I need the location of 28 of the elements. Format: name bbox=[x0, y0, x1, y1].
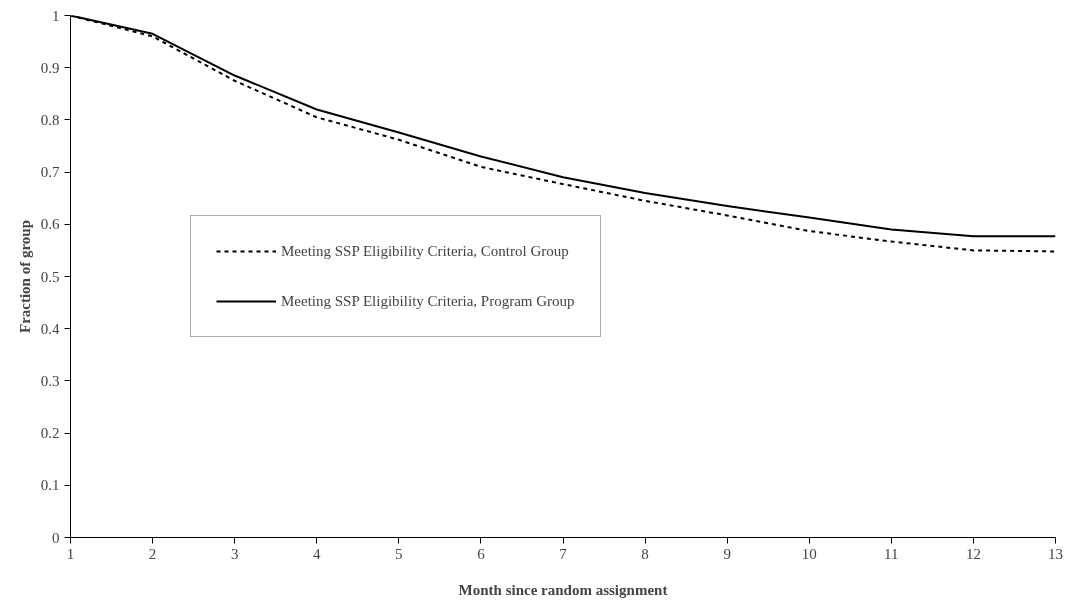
x-tick-label: 12 bbox=[965, 545, 981, 562]
y-tick-label: 0.6 bbox=[40, 216, 60, 233]
y-tick-label: 0.5 bbox=[40, 268, 60, 285]
x-tick-label: 6 bbox=[477, 545, 486, 562]
x-tick-label: 10 bbox=[801, 545, 817, 562]
x-tick-label: 4 bbox=[313, 545, 321, 562]
x-tick-label: 9 bbox=[723, 545, 731, 562]
y-tick-label: 1 bbox=[52, 7, 60, 24]
legend-label: Meeting SSP Eligibility Criteria, Control Group bbox=[281, 242, 569, 260]
legend-label: Meeting SSP Eligibility Criteria, Program Group bbox=[281, 292, 575, 310]
y-tick-label: 0.8 bbox=[40, 111, 60, 128]
x-tick-label: 1 bbox=[66, 545, 75, 562]
y-tick-label: 0 bbox=[52, 529, 60, 546]
y-tick-label: 0.2 bbox=[40, 425, 60, 442]
x-tick-label: 5 bbox=[395, 545, 403, 562]
y-tick-label: 0.4 bbox=[40, 320, 60, 337]
y-axis-title: Fraction of group bbox=[16, 219, 33, 334]
y-tick-label: 0.3 bbox=[40, 372, 60, 389]
y-tick-label: 0.7 bbox=[40, 164, 60, 181]
x-axis-title: Month since random assignment bbox=[458, 581, 668, 598]
x-tick-label: 3 bbox=[230, 545, 239, 562]
x-tick-label: 13 bbox=[1048, 545, 1063, 562]
x-tick-label: 11 bbox=[884, 545, 899, 562]
x-tick-label: 2 bbox=[148, 545, 157, 562]
x-tick-label: 8 bbox=[641, 545, 649, 562]
y-tick-label: 0.1 bbox=[40, 477, 60, 494]
y-tick-label: 0.9 bbox=[40, 59, 60, 76]
x-tick-label: 7 bbox=[559, 545, 568, 562]
